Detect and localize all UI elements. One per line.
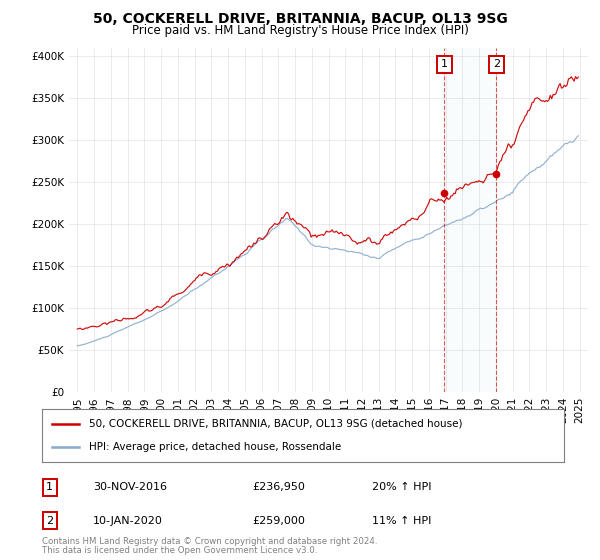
Text: 50, COCKERELL DRIVE, BRITANNIA, BACUP, OL13 9SG: 50, COCKERELL DRIVE, BRITANNIA, BACUP, O…: [92, 12, 508, 26]
Bar: [445, 48, 496, 392]
Text: 11% ↑ HPI: 11% ↑ HPI: [372, 516, 431, 526]
Text: 10-JAN-2020: 10-JAN-2020: [93, 516, 163, 526]
Text: HPI: Average price, detached house, Rossendale: HPI: Average price, detached house, Ross…: [89, 442, 341, 452]
Text: Contains HM Land Registry data © Crown copyright and database right 2024.: Contains HM Land Registry data © Crown c…: [42, 538, 377, 547]
Text: £259,000: £259,000: [252, 516, 305, 526]
Text: 2: 2: [493, 59, 500, 69]
Text: 20% ↑ HPI: 20% ↑ HPI: [372, 482, 431, 492]
Text: 1: 1: [441, 59, 448, 69]
Text: This data is licensed under the Open Government Licence v3.0.: This data is licensed under the Open Gov…: [42, 545, 317, 555]
Text: 30-NOV-2016: 30-NOV-2016: [93, 482, 167, 492]
Text: 2: 2: [46, 516, 53, 526]
Text: £236,950: £236,950: [252, 482, 305, 492]
Text: 50, COCKERELL DRIVE, BRITANNIA, BACUP, OL13 9SG (detached house): 50, COCKERELL DRIVE, BRITANNIA, BACUP, O…: [89, 419, 463, 429]
Text: Price paid vs. HM Land Registry's House Price Index (HPI): Price paid vs. HM Land Registry's House …: [131, 24, 469, 37]
Text: 1: 1: [46, 482, 53, 492]
